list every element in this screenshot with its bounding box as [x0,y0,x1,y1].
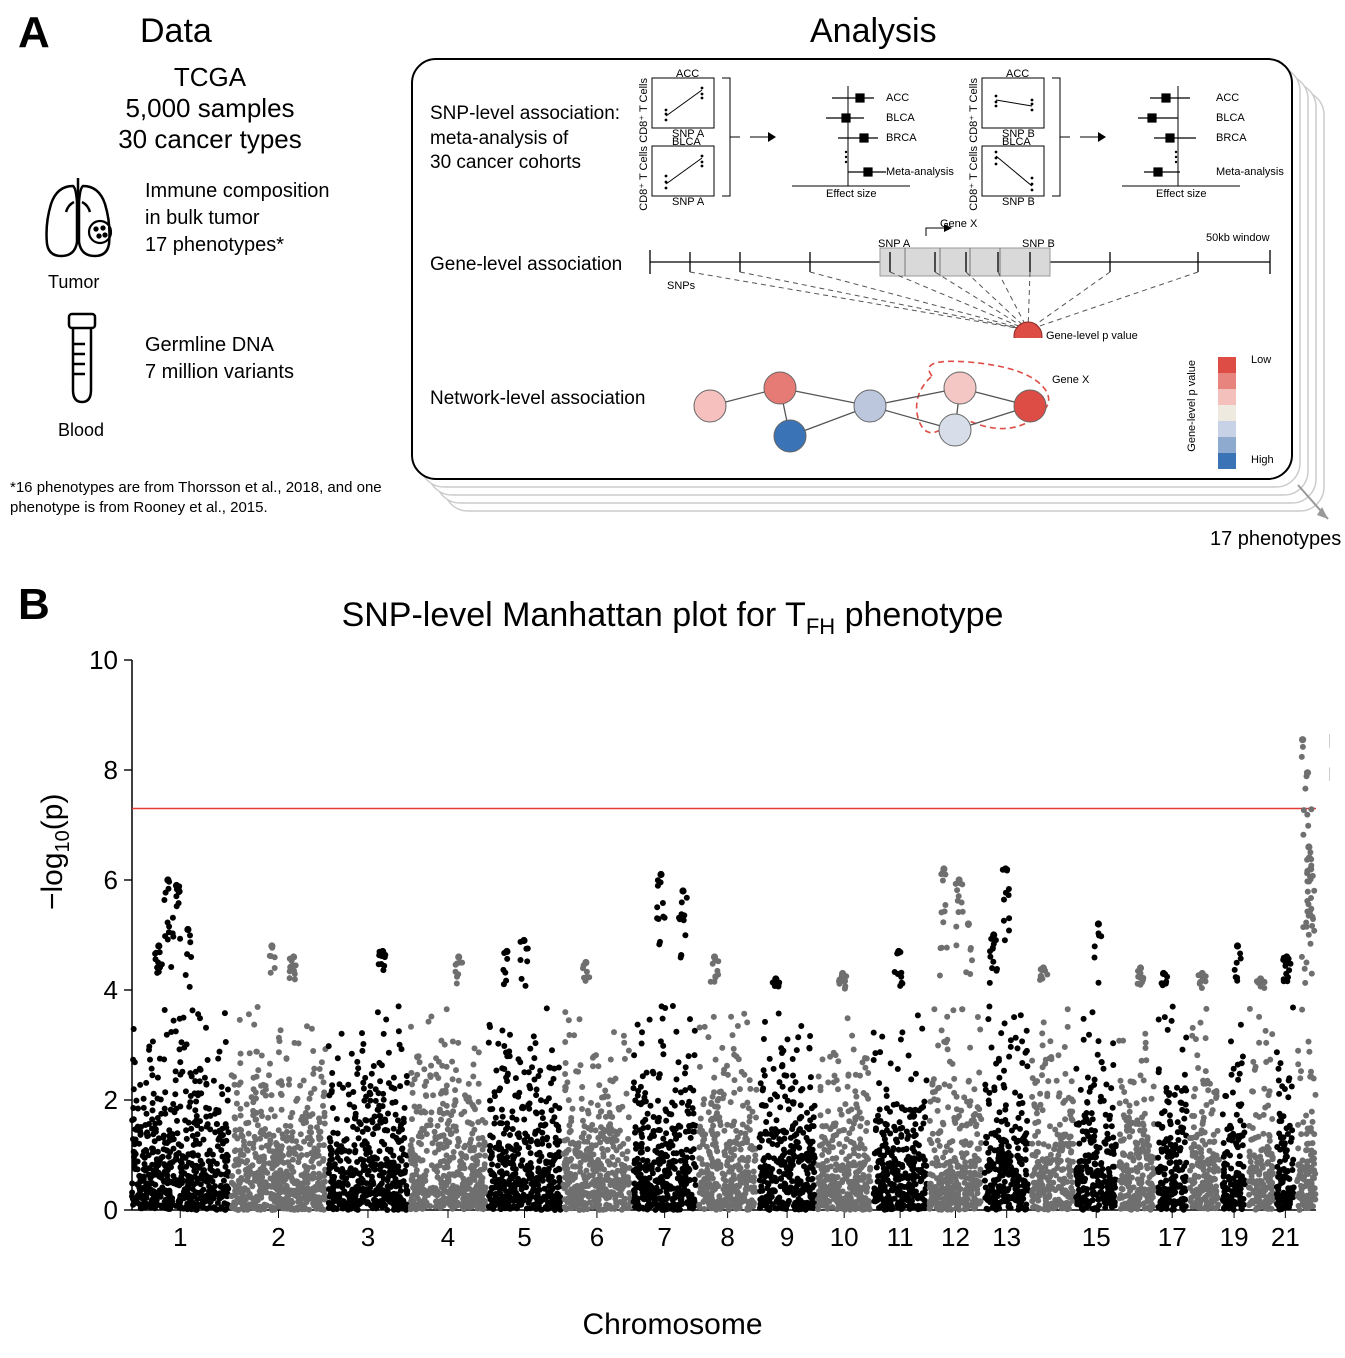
svg-text:13: 13 [992,1222,1021,1252]
lungs-icon [30,170,130,270]
svg-text:8: 8 [720,1222,734,1252]
manhattan-plot: 02468101234567891011121315171921rs3366rs… [60,640,1330,1280]
footnote: *16 phenotypes are from Thorsson et al.,… [10,478,410,519]
gene-level-text: Gene-level association [430,254,622,276]
svg-text:6: 6 [104,865,118,895]
x-axis-label: Chromosome [0,1308,1345,1342]
svg-text:4: 4 [104,975,118,1005]
y-axis-label: −log10(p) [36,794,75,910]
svg-text:2: 2 [104,1085,118,1115]
forest-a-acc: ACC [886,92,909,104]
forest-b-effect: Effect size [1156,188,1207,200]
phenotypes-label: 17 phenotypes [1210,528,1341,551]
svg-text:12: 12 [941,1222,970,1252]
panel-a-label: A [18,8,50,58]
analysis-section-title: Analysis [810,12,937,51]
arrow-1 [748,128,776,146]
mini-ylabel-3: CD8⁺ T Cells [967,78,980,143]
forest-a-meta: Meta-analysis [886,166,954,178]
svg-text:1: 1 [173,1222,187,1252]
svg-text:8: 8 [104,755,118,785]
snps-label: SNPs [667,280,695,292]
legend-low: Low [1251,354,1271,366]
svg-text:10: 10 [89,645,118,675]
forest-b-meta: Meta-analysis [1216,166,1284,178]
legend-high: High [1251,454,1274,466]
tumor-desc: Immune composition in bulk tumor 17 phen… [145,178,330,259]
network-gene-x: Gene X [1052,374,1089,386]
snp-a-label: SNP A [878,238,910,250]
window-label: 50kb window [1206,232,1270,244]
svg-text:11: 11 [887,1222,914,1252]
test-tube-icon [55,310,110,420]
mini-blca-2: BLCA [1002,136,1031,148]
color-legend [1204,354,1250,472]
blood-desc: Germline DNA 7 million variants [145,332,294,386]
tcga-block: TCGA 5,000 samples 30 cancer types [100,62,320,155]
svg-text:9: 9 [780,1222,794,1252]
forest-b-acc: ACC [1216,92,1239,104]
svg-text:6: 6 [590,1222,604,1252]
snp-level-text: SNP-level association: meta-analysis of … [430,102,620,176]
forest-a-blca: BLCA [886,112,915,124]
forest-a-brca: BRCA [886,132,917,144]
mini-snpa-2: SNP A [672,196,704,208]
svg-text:21: 21 [1271,1222,1300,1252]
gene-region-icon [640,218,1280,338]
data-section-title: Data [140,12,212,51]
svg-text:0: 0 [104,1195,118,1225]
tcga-line2: 5,000 samples [100,93,320,124]
network-icon [680,360,1080,470]
forest-b-blca: BLCA [1216,112,1245,124]
svg-text:10: 10 [830,1222,859,1252]
arrow-2 [1078,128,1106,146]
svg-text:17: 17 [1158,1222,1187,1252]
svg-text:2: 2 [271,1222,285,1252]
tumor-label: Tumor [48,272,99,293]
legend-axis: Gene-level p value [1186,360,1198,452]
svg-text:19: 19 [1220,1222,1249,1252]
panel-b-title: SNP-level Manhattan plot for TFH phenoty… [0,596,1345,640]
svg-text:7: 7 [657,1222,671,1252]
tcga-line1: TCGA [100,62,320,93]
mini-snpb-2: SNP B [1002,196,1035,208]
gene-pvalue-label: Gene-level p value [1046,330,1138,342]
svg-text:5: 5 [517,1222,531,1252]
forest-b-brca: BRCA [1216,132,1247,144]
mini-ylabel-4: CD8⁺ T Cells [967,146,980,211]
svg-text:4: 4 [441,1222,455,1252]
mini-acc-1: ACC [676,68,699,80]
blood-label: Blood [58,420,104,441]
svg-text:15: 15 [1082,1222,1111,1252]
gene-x-label: Gene X [940,218,977,230]
svg-text:3: 3 [361,1222,375,1252]
mini-blca-1: BLCA [672,136,701,148]
mini-ylabel-1: CD8⁺ T Cells [637,78,650,143]
network-level-text: Network-level association [430,388,645,410]
mini-ylabel-2: CD8⁺ T Cells [637,146,650,211]
snp-b-label: SNP B [1022,238,1055,250]
forest-a-effect: Effect size [826,188,877,200]
figure-container: A Data Analysis TCGA 5,000 samples 30 ca… [0,0,1345,1358]
tcga-line3: 30 cancer types [100,124,320,155]
mini-acc-2: ACC [1006,68,1029,80]
